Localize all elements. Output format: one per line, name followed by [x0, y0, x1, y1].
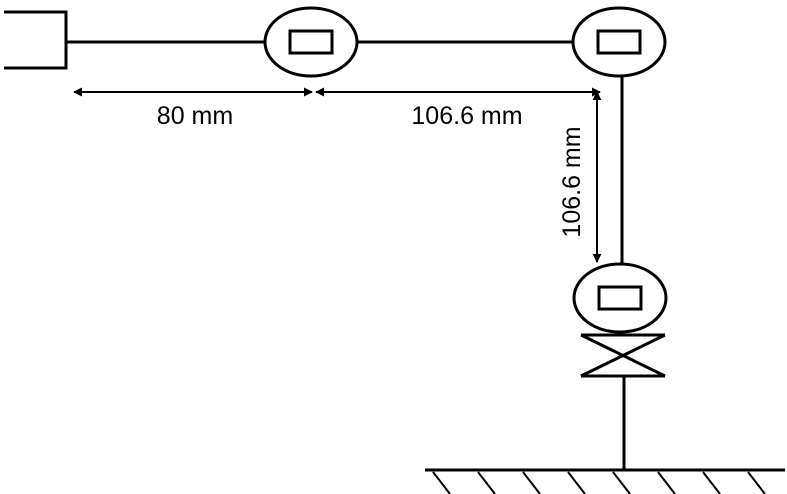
gripper — [580, 333, 666, 378]
ground — [425, 468, 785, 494]
dimension-label-3: 106.6 mm — [558, 126, 586, 237]
joint-1 — [263, 6, 359, 78]
base-block — [4, 10, 68, 70]
joint-2 — [571, 6, 667, 78]
dimension-label-1: 80 mm — [157, 102, 233, 130]
dimension-label-2: 106.6 mm — [411, 102, 522, 130]
joint-3 — [572, 262, 668, 334]
